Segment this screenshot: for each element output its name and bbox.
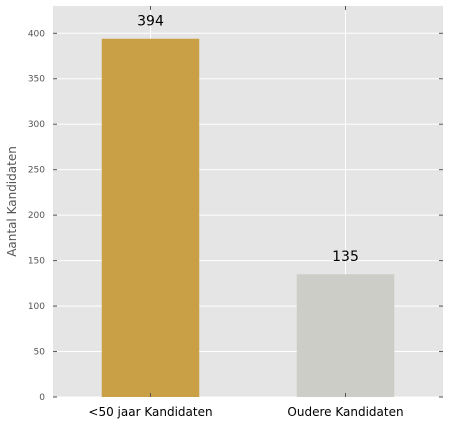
data-labels: 394 135: [137, 14, 359, 266]
y-tick-label: 250: [28, 166, 45, 176]
y-tick-label: 50: [34, 348, 46, 358]
y-tick-label: 400: [28, 29, 45, 39]
x-axis-ticks: <50 jaar Kandidaten Oudere Kandidaten: [88, 6, 404, 419]
y-tick-label: 0: [39, 393, 45, 403]
data-label: 394: [137, 14, 164, 30]
y-axis-ticks: 0 50 100 150 200 250 300 350 400: [28, 29, 443, 403]
bars: [101, 38, 395, 397]
x-tick-label: Oudere Kandidaten: [287, 405, 403, 419]
y-tick-label: 100: [28, 302, 45, 312]
x-tick-label: <50 jaar Kandidaten: [88, 405, 212, 419]
data-label: 135: [332, 249, 359, 265]
bar: [101, 38, 200, 397]
y-tick-label: 300: [28, 120, 45, 130]
bar: [296, 274, 395, 397]
y-tick-label: 200: [28, 211, 45, 221]
y-axis-label: Aantal Kandidaten: [5, 146, 19, 257]
y-tick-label: 150: [28, 257, 45, 267]
y-tick-label: 350: [28, 75, 45, 85]
